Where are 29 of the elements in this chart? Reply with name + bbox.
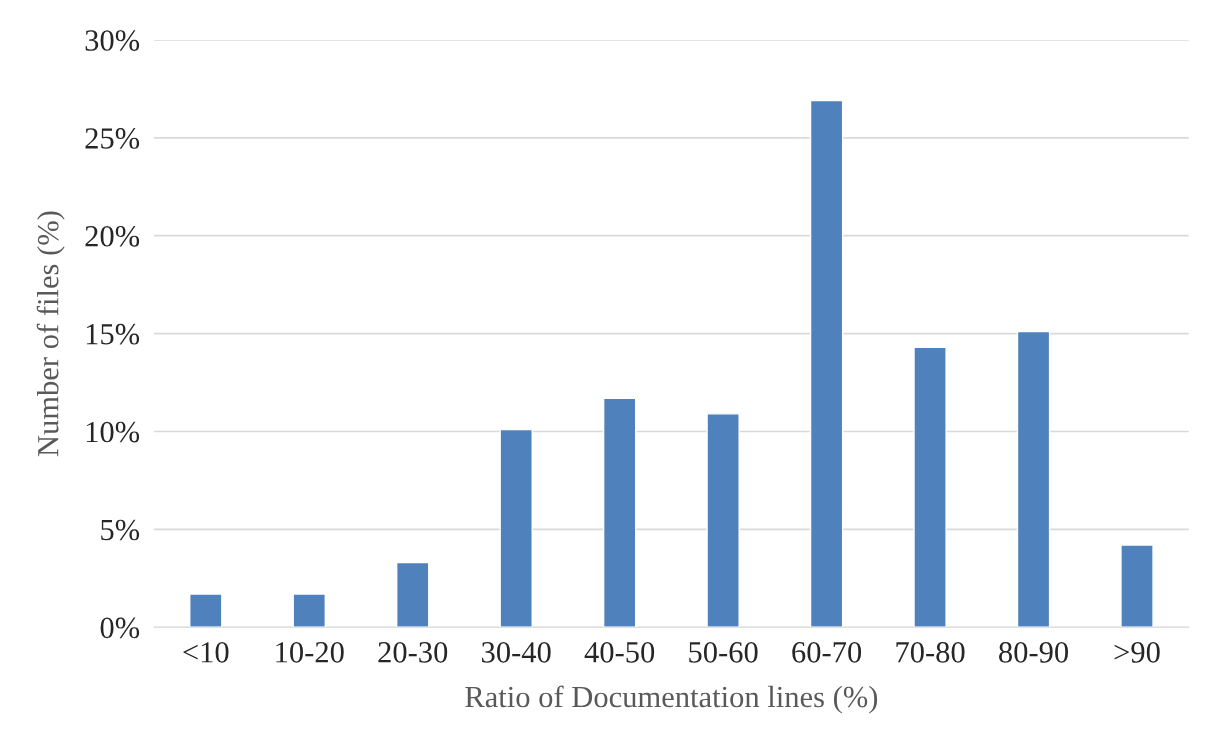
x-tick-label: 40-50 bbox=[584, 642, 655, 663]
x-tick-label: >90 bbox=[1114, 642, 1160, 663]
y-axis-title: Number of files (%) bbox=[36, 211, 65, 457]
y-tick-label: 30% bbox=[85, 30, 140, 51]
bar bbox=[706, 413, 740, 628]
x-tick-label: 10-20 bbox=[276, 642, 344, 663]
y-tick-label: 15% bbox=[86, 323, 140, 345]
x-tick-label: 60-70 bbox=[792, 642, 862, 663]
x-tick-label: 20-30 bbox=[378, 642, 448, 663]
x-tick-label: 50-60 bbox=[689, 642, 758, 663]
x-tick-label: <10 bbox=[183, 642, 229, 663]
x-tick-label: 80-90 bbox=[999, 642, 1069, 663]
bar bbox=[189, 593, 223, 628]
bar bbox=[395, 561, 430, 628]
y-tick-label: 20% bbox=[85, 225, 140, 247]
y-tick-label: 10% bbox=[86, 421, 140, 443]
y-tick-label: 0% bbox=[100, 617, 140, 639]
bar bbox=[292, 593, 326, 628]
x-tick-label: 30-40 bbox=[482, 642, 551, 663]
x-axis-title: Ratio of Documentation lines (%) bbox=[465, 685, 878, 714]
bar bbox=[499, 428, 533, 628]
bar bbox=[1120, 544, 1154, 628]
bar bbox=[1016, 330, 1051, 628]
x-tick-label: 70-80 bbox=[896, 642, 965, 663]
y-tick-label: 25% bbox=[85, 128, 140, 149]
bar bbox=[809, 99, 844, 628]
bar bbox=[602, 397, 637, 628]
bar bbox=[913, 346, 947, 628]
y-tick-label: 5% bbox=[101, 519, 140, 541]
